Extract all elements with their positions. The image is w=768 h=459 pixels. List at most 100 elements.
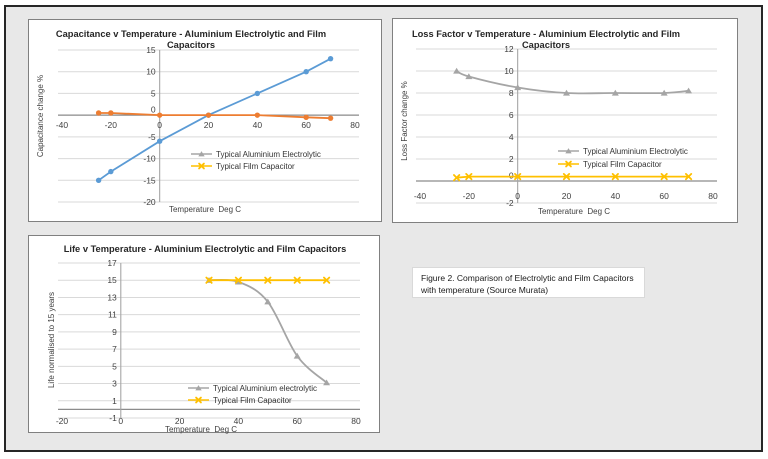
x-marker <box>611 173 619 181</box>
figure-caption-line1: Figure 2. Comparison of Electrolytic and… <box>421 273 634 283</box>
svg-text:-10: -10 <box>143 154 156 164</box>
legend-label: Typical Film Capacitor <box>216 162 295 171</box>
y-tick-labels: -2 0 2 4 6 8 10 12 <box>504 44 514 208</box>
svg-text:80: 80 <box>351 416 361 426</box>
series-line <box>97 57 332 182</box>
triangle-marker <box>660 89 668 96</box>
svg-text:40: 40 <box>253 120 263 130</box>
svg-text:15: 15 <box>146 45 156 55</box>
triangle-marker <box>293 352 301 359</box>
svg-text:Capacitors: Capacitors <box>167 40 215 50</box>
x-marker <box>323 276 331 284</box>
y-tick-labels: -20 -15 -10 -5 0 5 10 15 <box>143 45 156 207</box>
x-marker <box>660 173 668 181</box>
x-axis-title: Temperature Deg C <box>538 207 610 216</box>
y-axis-title: Life normalised to 15 years <box>47 292 56 388</box>
chart-title: Life v Temperature - Aluminium Electroly… <box>64 244 347 254</box>
triangle-marker <box>563 89 570 96</box>
svg-text:60: 60 <box>659 191 669 201</box>
svg-text:80: 80 <box>350 120 360 130</box>
series-film <box>205 276 331 284</box>
svg-text:60: 60 <box>301 120 311 130</box>
series-electrolytic <box>95 55 334 183</box>
triangle-marker <box>195 385 202 391</box>
x-marker <box>195 396 202 404</box>
x-marker <box>514 173 522 181</box>
svg-text:15: 15 <box>107 275 117 285</box>
svg-text:Loss Factor v Temperature - Al: Loss Factor v Temperature - Aluminium El… <box>412 29 680 39</box>
x-tick-labels: -40 -20 0 20 40 60 80 <box>56 120 360 130</box>
svg-text:-2: -2 <box>506 198 514 208</box>
y-axis-title: Loss Factor change % <box>400 81 409 161</box>
triangle-marker <box>323 379 331 386</box>
svg-text:6: 6 <box>509 110 514 120</box>
x-marker <box>205 276 213 284</box>
svg-text:-1: -1 <box>109 413 117 423</box>
svg-text:-20: -20 <box>56 416 69 426</box>
triangle-marker <box>565 148 572 154</box>
circle-marker <box>327 55 334 62</box>
figure-caption: Figure 2. Comparison of Electrolytic and… <box>412 267 645 298</box>
series-line <box>208 278 328 384</box>
chart-life-v-temperature: -1 1 3 5 7 9 11 13 15 17 -20 0 20 40 60 80 Life v Temper… <box>28 235 380 434</box>
x-marker <box>293 276 301 284</box>
svg-text:0: 0 <box>515 191 520 201</box>
svg-text:-40: -40 <box>56 120 69 130</box>
series-electrolytic <box>453 67 693 96</box>
circle-marker <box>108 168 114 175</box>
triangle-marker <box>465 73 473 80</box>
svg-text:4: 4 <box>509 132 514 142</box>
svg-text:Capacitors: Capacitors <box>522 40 570 50</box>
legend-label: Typical Film Capacitor <box>583 160 662 169</box>
gridlines <box>58 262 360 419</box>
triangle-marker <box>514 84 522 91</box>
svg-text:-5: -5 <box>148 132 156 142</box>
circle-marker <box>156 112 163 118</box>
chart-loss-factor-v-temperature: -2 0 2 4 6 8 10 12 -40 -20 0 20 40 60 80 Loss Factor v … <box>392 18 738 223</box>
circle-marker <box>95 110 102 116</box>
series-electrolytic <box>205 277 331 386</box>
triangle-marker <box>611 89 619 96</box>
svg-text:8: 8 <box>509 88 514 98</box>
triangle-marker <box>264 298 272 305</box>
circle-marker <box>303 114 309 121</box>
legend-label: Typical Aluminium Electrolytic <box>216 150 321 159</box>
svg-text:0: 0 <box>118 416 123 426</box>
circle-marker <box>303 69 309 75</box>
circle-marker <box>156 138 163 144</box>
svg-text:20: 20 <box>204 120 214 130</box>
svg-text:0: 0 <box>509 171 514 181</box>
svg-text:11: 11 <box>108 310 117 320</box>
svg-text:5: 5 <box>151 88 156 98</box>
svg-text:40: 40 <box>234 416 244 426</box>
circle-marker <box>205 112 212 118</box>
series-line <box>455 175 690 179</box>
legend: Typical Aluminium electrolytic Typical Fi… <box>188 384 317 405</box>
gridlines <box>416 48 717 204</box>
series-line <box>455 70 690 95</box>
legend-label: Typical Film Capacitor <box>213 396 292 405</box>
svg-text:80: 80 <box>708 191 718 201</box>
chart-capacitance-v-temperature: -20 -15 -10 -5 0 5 10 15 -40 -20 0 20 40 60 80 Capacita… <box>28 19 382 222</box>
x-marker <box>684 173 693 181</box>
svg-text:-20: -20 <box>463 191 476 201</box>
y-axis-title: Capacitance change % <box>36 75 45 157</box>
triangle-marker <box>198 151 205 157</box>
svg-text:-15: -15 <box>143 175 156 185</box>
svg-text:9: 9 <box>112 327 117 337</box>
triangle-marker <box>685 87 693 94</box>
legend: Typical Aluminium Electrolytic Typical Fi… <box>191 150 321 171</box>
x-axis-title: Temperature Deg C <box>165 425 237 434</box>
x-axis-title: Temperature Deg C <box>169 205 241 214</box>
svg-text:10: 10 <box>504 66 514 76</box>
x-tick-labels: -40 -20 0 20 40 60 80 <box>414 191 718 201</box>
x-marker <box>264 276 272 284</box>
series-film <box>95 110 334 121</box>
axes <box>416 49 717 203</box>
triangle-marker <box>453 67 461 74</box>
circle-marker <box>254 90 261 97</box>
